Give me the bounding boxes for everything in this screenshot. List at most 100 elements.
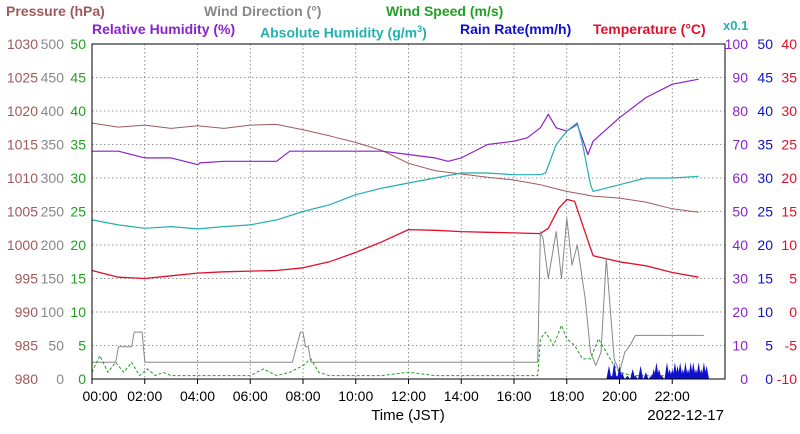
y-tick-label-rh: 80 bbox=[732, 103, 748, 119]
y-tick-label-rain: 30 bbox=[757, 170, 773, 186]
rain-rate-spike bbox=[606, 365, 612, 379]
x-tick-label: 00:00 bbox=[82, 388, 117, 404]
x-tick-label: 18:00 bbox=[549, 388, 584, 404]
y-tick-label-temp: 40 bbox=[781, 36, 797, 52]
y-tick-label-pressure: 1025 bbox=[7, 70, 38, 86]
rain-rate-spike bbox=[619, 372, 625, 379]
y-tick-label-rh: 70 bbox=[732, 137, 748, 153]
y-tick-label-wind-dir: 300 bbox=[41, 170, 65, 186]
y-tick-label-wind-speed: 0 bbox=[78, 371, 86, 387]
y-tick-label-wind-speed: 25 bbox=[70, 204, 86, 220]
y-tick-label-rain: 10 bbox=[757, 304, 773, 320]
y-tick-label-rain: 50 bbox=[757, 36, 773, 52]
legend-temperature: Temperature (°C) bbox=[593, 21, 706, 37]
relative-humidity-line bbox=[92, 78, 699, 166]
y-tick-label-wind-speed: 15 bbox=[70, 271, 86, 287]
y-tick-label-pressure: 1010 bbox=[7, 170, 38, 186]
rain-rate-spike bbox=[624, 375, 630, 379]
y-tick-label-temp: -5 bbox=[785, 338, 798, 354]
y-tick-label-rh: 50 bbox=[732, 204, 748, 220]
y-tick-label-temp: 35 bbox=[781, 70, 797, 86]
y-tick-label-rain: 45 bbox=[757, 70, 773, 86]
y-tick-label-rain: 5 bbox=[765, 338, 773, 354]
y-tick-label-temp: 20 bbox=[781, 170, 797, 186]
temperature-line bbox=[91, 198, 699, 280]
y-tick-label-rh: 10 bbox=[732, 338, 748, 354]
y-tick-label-rh: 30 bbox=[732, 271, 748, 287]
y-tick-label-wind-dir: 200 bbox=[41, 237, 65, 253]
y-tick-label-pressure: 1000 bbox=[7, 237, 38, 253]
x-tick-label: 14:00 bbox=[444, 388, 479, 404]
y-tick-label-wind-dir: 50 bbox=[48, 338, 64, 354]
y-tick-label-pressure: 1020 bbox=[7, 103, 38, 119]
legend-pressure-label: Pressure (hPa) bbox=[6, 3, 105, 19]
y-tick-label-rh: 90 bbox=[732, 70, 748, 86]
wind-direction-line bbox=[92, 217, 704, 373]
y-tick-label-wind-speed: 20 bbox=[70, 237, 86, 253]
y-tick-label-pressure: 1005 bbox=[7, 204, 38, 220]
x-axis-title: Time (JST) bbox=[371, 407, 445, 424]
y-tick-label-pressure: 980 bbox=[15, 371, 39, 387]
x-tick-label: 02:00 bbox=[127, 388, 162, 404]
x-tick-label: 10:00 bbox=[338, 388, 373, 404]
y-tick-label-temp: -10 bbox=[777, 371, 797, 387]
rain-rate-spike bbox=[643, 372, 649, 379]
y-tick-label-rh: 40 bbox=[732, 237, 748, 253]
y-tick-label-rain: 40 bbox=[757, 103, 773, 119]
series-layer bbox=[91, 78, 710, 379]
y-tick-label-rain: 0 bbox=[765, 371, 773, 387]
y-tick-label-wind-speed: 10 bbox=[70, 304, 86, 320]
y-tick-label-rh: 0 bbox=[740, 371, 748, 387]
y-tick-label-wind-dir: 150 bbox=[41, 271, 65, 287]
legend-pressure: Pressure (hPa) bbox=[6, 3, 105, 19]
rain-rate-spike bbox=[617, 365, 622, 379]
x-tick-label: 20:00 bbox=[602, 388, 637, 404]
x-tick-label: 16:00 bbox=[496, 388, 531, 404]
legend-absolute-humidity-label: Absolute Humidity (g/m bbox=[260, 24, 418, 41]
legend-wind-direction-label: Wind Direction (°) bbox=[204, 3, 322, 19]
y-tick-label-wind-speed: 45 bbox=[70, 70, 86, 86]
legend-scale-note: x0.1 bbox=[723, 18, 748, 34]
absolute-humidity-line bbox=[91, 122, 699, 230]
y-tick-label-temp: 25 bbox=[781, 137, 797, 153]
y-tick-label-pressure: 1015 bbox=[7, 137, 38, 153]
y-tick-label-pressure: 990 bbox=[15, 304, 39, 320]
y-tick-label-temp: 30 bbox=[781, 103, 797, 119]
legend-absolute-humidity-close: ) bbox=[422, 24, 427, 41]
legend-temperature-label: Temperature (°C) bbox=[593, 21, 706, 37]
tick-labels: 00:00 02:00 04:00 06:00 08:00 10:00 12:00 14:00… bbox=[7, 36, 797, 404]
y-tick-label-pressure: 1030 bbox=[7, 36, 38, 52]
rain-rate-series bbox=[606, 362, 710, 379]
legend-rain-rate: Rain Rate(mm/h) bbox=[460, 21, 571, 37]
y-tick-label-wind-dir: 100 bbox=[41, 304, 65, 320]
y-tick-label-rh: 20 bbox=[732, 304, 748, 320]
y-tick-label-pressure: 985 bbox=[15, 338, 39, 354]
grid bbox=[92, 44, 725, 379]
x-tick-label: 08:00 bbox=[285, 388, 320, 404]
y-tick-label-wind-dir: 400 bbox=[41, 103, 65, 119]
legend-wind-speed-label: Wind Speed (m/s) bbox=[386, 3, 504, 19]
y-tick-label-rh: 100 bbox=[725, 36, 749, 52]
rain-rate-spike bbox=[704, 365, 710, 379]
y-tick-label-wind-speed: 50 bbox=[70, 36, 86, 52]
y-tick-label-rh: 60 bbox=[732, 170, 748, 186]
legend-wind-speed: Wind Speed (m/s) bbox=[386, 3, 503, 19]
y-tick-label-wind-dir: 500 bbox=[41, 36, 65, 52]
pressure-line bbox=[91, 122, 699, 213]
legend-absolute-humidity-sup: 3 bbox=[417, 24, 423, 34]
rain-rate-spike bbox=[659, 375, 665, 379]
legend-absolute-humidity: Absolute Humidity (g/m3) bbox=[260, 21, 427, 41]
y-tick-label-rain: 20 bbox=[757, 237, 773, 253]
legend-scale-note-label: x0.1 bbox=[723, 18, 749, 33]
legend-relative-humidity: Relative Humidity (%) bbox=[92, 21, 235, 37]
y-tick-label-wind-speed: 30 bbox=[70, 170, 86, 186]
y-tick-label-temp: 15 bbox=[781, 204, 797, 220]
y-tick-label-wind-speed: 40 bbox=[70, 103, 86, 119]
y-tick-label-temp: 10 bbox=[781, 237, 797, 253]
x-tick-label: 22:00 bbox=[655, 388, 690, 404]
y-tick-label-rain: 35 bbox=[757, 137, 773, 153]
legend-rain-rate-label: Rain Rate(mm/h) bbox=[460, 21, 572, 37]
x-tick-label: 06:00 bbox=[233, 388, 268, 404]
y-tick-label-rain: 15 bbox=[757, 271, 773, 287]
